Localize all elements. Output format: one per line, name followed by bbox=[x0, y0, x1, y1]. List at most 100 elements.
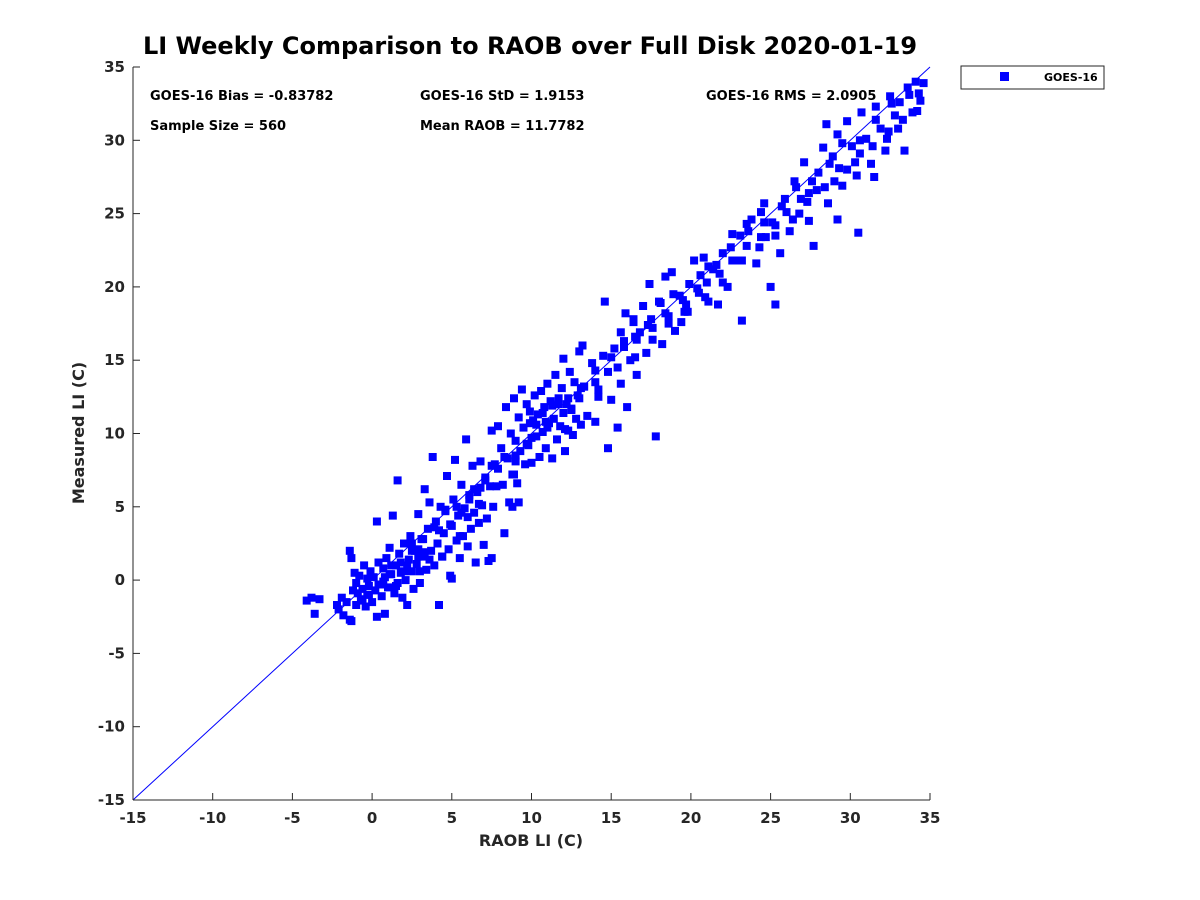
legend-label-goes-16: GOES-16 bbox=[1044, 71, 1098, 84]
x-ticks: -15 -10 -5 0 5 10 15 20 25 30 35 bbox=[119, 793, 940, 827]
data-point bbox=[556, 422, 565, 431]
data-point bbox=[358, 596, 367, 605]
data-point bbox=[465, 495, 474, 504]
data-point bbox=[792, 183, 801, 192]
data-point bbox=[682, 300, 691, 309]
data-point bbox=[854, 228, 863, 237]
data-point bbox=[824, 199, 832, 208]
data-point bbox=[396, 558, 405, 567]
data-point bbox=[444, 545, 453, 554]
data-point bbox=[887, 99, 896, 108]
data-point bbox=[594, 385, 603, 394]
data-point bbox=[392, 582, 400, 590]
data-point bbox=[900, 146, 909, 155]
data-point bbox=[452, 502, 461, 511]
data-point bbox=[449, 495, 458, 504]
data-point bbox=[886, 92, 895, 101]
data-point bbox=[494, 464, 502, 473]
data-point bbox=[561, 447, 569, 456]
data-point bbox=[502, 403, 510, 412]
data-point bbox=[575, 394, 584, 403]
data-point bbox=[494, 422, 502, 431]
data-point bbox=[511, 436, 520, 445]
data-point bbox=[382, 554, 391, 563]
data-point bbox=[658, 340, 667, 349]
data-point bbox=[353, 589, 362, 598]
data-point bbox=[538, 409, 547, 417]
data-point bbox=[360, 561, 369, 570]
data-point bbox=[771, 300, 780, 309]
data-point bbox=[541, 417, 550, 426]
data-point bbox=[435, 601, 443, 609]
y-tick-label: -10 bbox=[98, 718, 125, 736]
data-point bbox=[522, 400, 531, 409]
y-tick-label: -5 bbox=[108, 644, 125, 662]
data-point bbox=[737, 316, 746, 325]
data-point bbox=[400, 567, 408, 576]
data-point bbox=[514, 498, 523, 507]
data-point bbox=[639, 302, 648, 310]
data-point bbox=[549, 414, 558, 423]
data-points bbox=[302, 77, 928, 626]
data-point bbox=[532, 432, 541, 441]
data-point bbox=[553, 435, 561, 444]
data-point bbox=[457, 480, 466, 489]
data-point bbox=[403, 601, 412, 609]
x-tick-label: 25 bbox=[760, 809, 781, 827]
stat-bias: GOES-16 Bias = -0.83782 bbox=[150, 89, 333, 104]
data-point bbox=[407, 567, 416, 576]
data-point bbox=[613, 423, 622, 432]
data-point bbox=[554, 400, 563, 409]
data-point bbox=[737, 256, 746, 265]
data-point bbox=[419, 535, 428, 544]
data-point bbox=[500, 529, 509, 538]
data-point bbox=[352, 601, 361, 609]
data-point bbox=[419, 552, 428, 561]
data-point bbox=[855, 149, 864, 158]
data-point bbox=[393, 476, 402, 485]
data-point bbox=[704, 297, 713, 306]
data-point bbox=[519, 423, 528, 432]
data-point bbox=[377, 592, 386, 601]
data-point bbox=[374, 580, 383, 589]
data-point bbox=[916, 96, 925, 105]
data-point bbox=[409, 584, 418, 593]
y-tick-label: 35 bbox=[104, 58, 125, 76]
data-point bbox=[506, 429, 515, 438]
y-tick-label: 30 bbox=[104, 131, 125, 149]
data-point bbox=[497, 444, 506, 453]
data-point bbox=[594, 392, 603, 401]
data-point bbox=[315, 595, 324, 604]
data-point bbox=[726, 243, 735, 252]
data-point bbox=[403, 561, 412, 570]
data-point bbox=[890, 111, 899, 120]
data-point bbox=[871, 115, 880, 124]
data-point bbox=[712, 260, 721, 269]
data-point bbox=[870, 173, 879, 181]
data-point bbox=[903, 83, 912, 92]
data-point bbox=[919, 79, 928, 88]
data-point bbox=[422, 565, 431, 574]
data-point bbox=[380, 573, 389, 582]
data-point bbox=[541, 444, 550, 453]
data-point bbox=[347, 554, 356, 563]
data-point bbox=[412, 560, 421, 568]
data-point bbox=[500, 453, 509, 461]
data-point bbox=[790, 177, 799, 186]
y-tick-label: 20 bbox=[104, 278, 125, 296]
reference-line bbox=[132, 66, 931, 801]
data-point bbox=[648, 335, 657, 344]
data-point bbox=[643, 321, 652, 329]
data-point bbox=[651, 432, 660, 441]
data-point bbox=[752, 259, 761, 268]
data-point bbox=[629, 315, 638, 324]
data-point bbox=[757, 208, 765, 217]
data-point bbox=[664, 319, 673, 328]
data-point bbox=[607, 353, 616, 362]
reference-line-group bbox=[132, 66, 931, 801]
data-point bbox=[514, 413, 523, 422]
data-point bbox=[728, 230, 737, 239]
data-point bbox=[812, 186, 821, 195]
data-point bbox=[452, 536, 461, 545]
data-point bbox=[855, 136, 864, 145]
